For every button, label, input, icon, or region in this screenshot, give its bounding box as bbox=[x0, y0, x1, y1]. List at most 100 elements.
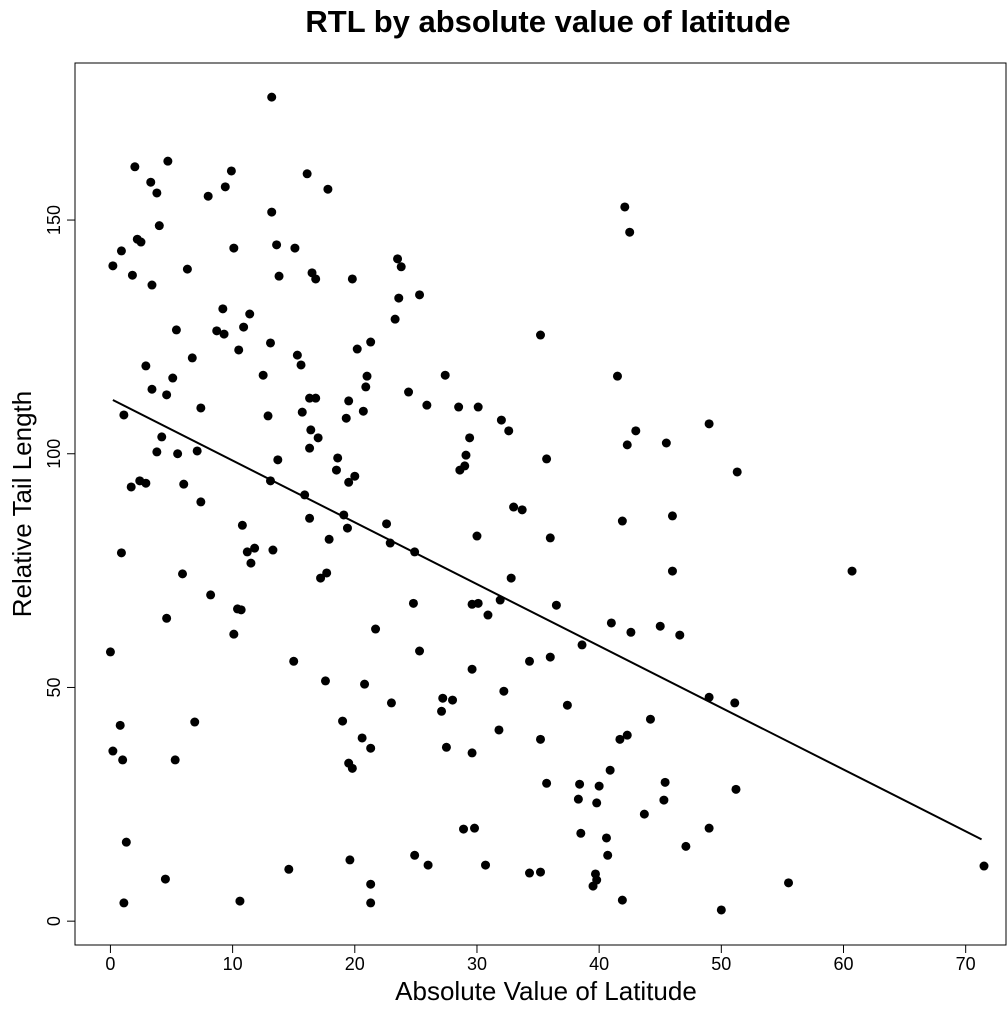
point bbox=[620, 202, 630, 212]
point bbox=[622, 440, 632, 450]
y-tick-label: 50 bbox=[44, 677, 64, 697]
point bbox=[236, 605, 246, 615]
point bbox=[551, 600, 561, 610]
point bbox=[979, 861, 989, 871]
point bbox=[455, 465, 465, 475]
point bbox=[344, 477, 354, 487]
point bbox=[292, 350, 302, 360]
point bbox=[415, 290, 425, 300]
point bbox=[404, 387, 414, 397]
point bbox=[305, 443, 315, 453]
point bbox=[116, 548, 126, 558]
point bbox=[245, 309, 255, 319]
point bbox=[504, 426, 514, 436]
plot-frame bbox=[74, 62, 1007, 946]
point bbox=[573, 794, 583, 804]
point bbox=[506, 573, 516, 583]
point bbox=[272, 240, 282, 250]
point bbox=[206, 590, 216, 600]
point bbox=[361, 382, 371, 392]
point bbox=[461, 450, 471, 460]
point bbox=[592, 798, 602, 808]
point bbox=[603, 850, 613, 860]
point bbox=[152, 447, 162, 457]
point bbox=[311, 274, 321, 284]
point bbox=[168, 373, 178, 383]
point bbox=[410, 850, 420, 860]
point bbox=[342, 523, 352, 533]
x-axis-label: Absolute Value of Latitude bbox=[395, 976, 697, 1006]
x-tick-label: 60 bbox=[833, 954, 853, 974]
point bbox=[306, 425, 316, 435]
point bbox=[448, 695, 458, 705]
point bbox=[393, 254, 403, 264]
point bbox=[323, 184, 333, 194]
point bbox=[136, 237, 146, 247]
point bbox=[366, 337, 376, 347]
point bbox=[300, 490, 310, 500]
point bbox=[347, 763, 357, 773]
x-tick-label: 50 bbox=[711, 954, 731, 974]
point bbox=[267, 92, 277, 102]
point bbox=[127, 270, 137, 280]
point bbox=[290, 243, 300, 253]
point bbox=[470, 823, 480, 833]
y-tick-label: 0 bbox=[44, 916, 64, 926]
point bbox=[171, 325, 181, 335]
point bbox=[536, 734, 545, 744]
point bbox=[730, 698, 740, 708]
point bbox=[265, 476, 275, 486]
point bbox=[415, 646, 425, 656]
point bbox=[525, 656, 535, 666]
point bbox=[465, 433, 475, 443]
point bbox=[284, 864, 294, 874]
y-tick-label: 100 bbox=[44, 439, 64, 469]
point bbox=[196, 403, 206, 413]
point bbox=[360, 679, 370, 689]
point bbox=[297, 407, 307, 417]
point bbox=[542, 778, 552, 788]
point bbox=[601, 833, 611, 843]
point bbox=[229, 629, 239, 639]
point bbox=[437, 706, 447, 716]
chart-title: RTL by absolute value of latitude bbox=[305, 4, 790, 39]
point bbox=[273, 455, 283, 465]
point bbox=[130, 162, 140, 172]
point bbox=[366, 743, 376, 753]
point bbox=[655, 621, 665, 631]
point bbox=[154, 221, 164, 231]
point bbox=[612, 371, 622, 381]
point bbox=[108, 746, 118, 756]
point bbox=[576, 828, 586, 838]
point bbox=[495, 595, 505, 605]
point bbox=[162, 390, 172, 400]
point bbox=[311, 393, 321, 403]
point bbox=[626, 627, 636, 637]
point bbox=[473, 598, 483, 608]
point bbox=[525, 868, 535, 878]
point bbox=[562, 700, 572, 710]
point bbox=[268, 545, 278, 555]
point bbox=[242, 547, 252, 557]
point bbox=[316, 573, 326, 583]
point bbox=[366, 898, 376, 908]
point bbox=[115, 720, 125, 730]
point bbox=[396, 262, 406, 272]
point bbox=[235, 896, 245, 906]
point bbox=[173, 449, 183, 459]
x-tick-label: 30 bbox=[467, 954, 487, 974]
x-tick-label: 20 bbox=[345, 954, 365, 974]
point bbox=[196, 497, 206, 507]
point bbox=[441, 742, 451, 752]
point bbox=[536, 330, 545, 340]
point bbox=[263, 411, 273, 421]
point bbox=[163, 156, 173, 166]
point bbox=[322, 568, 332, 578]
y-axis-label: Relative Tail Length bbox=[7, 391, 37, 617]
point bbox=[234, 345, 244, 355]
point bbox=[454, 402, 464, 412]
point bbox=[605, 765, 615, 775]
point bbox=[229, 243, 239, 253]
point bbox=[345, 855, 355, 865]
point bbox=[250, 543, 260, 553]
